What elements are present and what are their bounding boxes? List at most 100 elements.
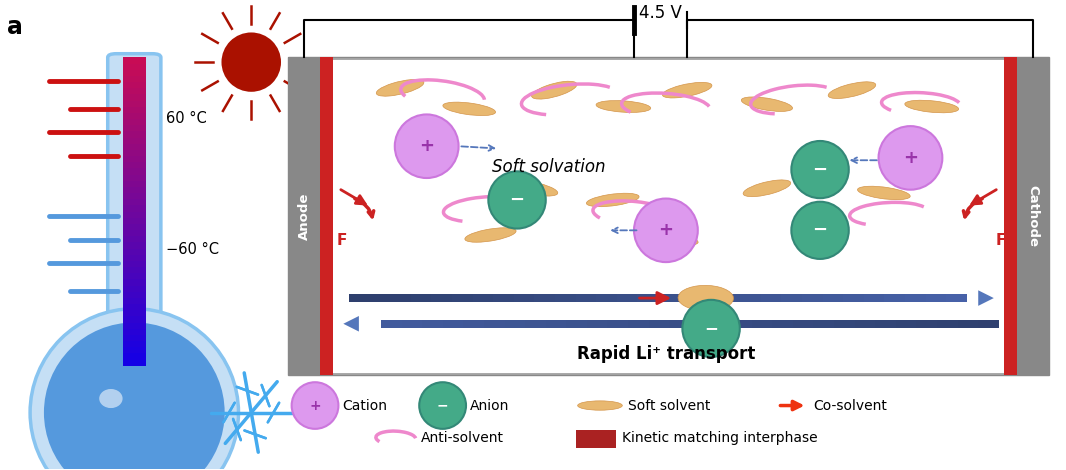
Ellipse shape (857, 186, 910, 200)
Bar (123, 230, 146, 236)
Text: +: + (309, 399, 321, 413)
Ellipse shape (791, 202, 849, 259)
Bar (690, 320, 710, 328)
Bar (123, 107, 146, 113)
Bar (608, 320, 628, 328)
Bar (720, 294, 740, 302)
Text: Kinetic matching interphase: Kinetic matching interphase (623, 431, 818, 445)
Ellipse shape (634, 198, 698, 262)
Text: Cathode: Cathode (1027, 185, 1039, 247)
Text: 60 °C: 60 °C (166, 111, 207, 125)
Text: F: F (336, 233, 346, 248)
Bar (123, 88, 146, 94)
Bar (504, 320, 526, 328)
Bar (123, 243, 146, 249)
Bar (514, 294, 534, 302)
Bar (494, 294, 514, 302)
Ellipse shape (44, 322, 225, 470)
Bar (123, 298, 146, 304)
Bar (289, 57, 321, 375)
Ellipse shape (394, 114, 458, 178)
Bar (390, 294, 410, 302)
Bar (875, 320, 895, 328)
Ellipse shape (662, 82, 712, 98)
Ellipse shape (878, 126, 942, 190)
Bar (534, 294, 555, 302)
Bar (123, 193, 146, 199)
Bar (679, 294, 699, 302)
Ellipse shape (828, 82, 876, 99)
Bar (885, 294, 905, 302)
Bar (123, 236, 146, 243)
Ellipse shape (644, 234, 698, 246)
Bar (905, 294, 925, 302)
Bar (587, 320, 608, 328)
Bar (289, 57, 1049, 375)
Bar (1004, 57, 1017, 375)
Text: +: + (659, 221, 674, 239)
Bar (123, 57, 146, 63)
Bar (410, 294, 432, 302)
Ellipse shape (222, 32, 281, 92)
Bar (617, 294, 637, 302)
Ellipse shape (99, 389, 123, 408)
Bar (123, 347, 146, 353)
Bar (761, 294, 781, 302)
Bar (123, 249, 146, 255)
Bar (472, 294, 494, 302)
Text: −: − (812, 161, 827, 179)
FancyBboxPatch shape (108, 54, 161, 372)
Ellipse shape (532, 81, 577, 99)
FancyArrowPatch shape (954, 290, 994, 306)
Bar (123, 274, 146, 280)
Bar (843, 294, 863, 302)
Text: −60 °C: −60 °C (166, 242, 220, 257)
Ellipse shape (30, 309, 239, 470)
Bar (464, 320, 484, 328)
Bar (123, 310, 146, 316)
Bar (925, 294, 947, 302)
Bar (917, 320, 937, 328)
Bar (321, 57, 333, 375)
Ellipse shape (488, 172, 546, 228)
Bar (658, 294, 679, 302)
Ellipse shape (465, 228, 516, 242)
Ellipse shape (586, 193, 640, 207)
Text: −: − (510, 191, 524, 209)
Bar (484, 320, 504, 328)
Bar (123, 101, 146, 107)
Bar (947, 294, 967, 302)
Bar (576, 294, 596, 302)
Bar (381, 320, 999, 328)
Ellipse shape (743, 180, 791, 196)
Bar (123, 280, 146, 286)
Text: F: F (996, 233, 1006, 248)
Bar (123, 205, 146, 212)
Bar (123, 224, 146, 230)
Bar (979, 320, 999, 328)
Ellipse shape (578, 401, 623, 410)
Bar (596, 294, 617, 302)
Bar (637, 294, 658, 302)
FancyArrowPatch shape (972, 190, 997, 204)
Bar (123, 144, 146, 150)
Bar (526, 320, 546, 328)
Text: Co-solvent: Co-solvent (813, 399, 888, 413)
Bar (123, 286, 146, 292)
Text: Anti-solvent: Anti-solvent (421, 431, 504, 445)
Bar (957, 320, 979, 328)
Bar (123, 353, 146, 360)
Bar (863, 294, 885, 302)
Ellipse shape (508, 180, 558, 196)
Bar (123, 125, 146, 132)
Text: +: + (903, 149, 918, 167)
Bar (123, 156, 146, 162)
Ellipse shape (741, 97, 792, 111)
Bar (123, 360, 146, 366)
Bar (123, 341, 146, 347)
Bar (349, 294, 370, 302)
Bar (123, 162, 146, 168)
Text: −: − (437, 399, 449, 413)
Bar (123, 292, 146, 298)
Text: −: − (705, 320, 718, 337)
